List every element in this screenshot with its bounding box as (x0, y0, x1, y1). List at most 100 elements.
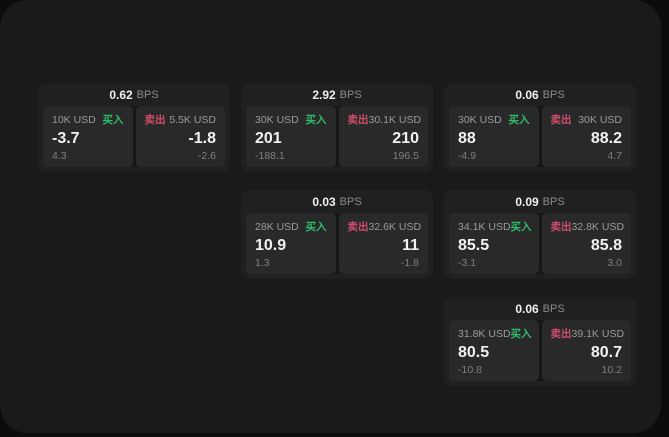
ask-size: 30K USD (578, 113, 622, 126)
ask-change: 10.2 (601, 364, 622, 376)
bid-price: 201 (255, 130, 282, 147)
spread-header: 2.92 BPS (241, 83, 433, 106)
ask-header: 卖出 30.1K USD (347, 112, 422, 127)
ask-change: -2.6 (197, 150, 216, 162)
ask-price: 80.7 (590, 344, 622, 361)
bid-panel[interactable]: 31.8K USD 买入 80.5 -10.8 (449, 320, 539, 381)
bps-unit-label: BPS (542, 196, 565, 208)
bid-change: -188.1 (255, 150, 285, 162)
bid-size: 31.8K USD (458, 327, 511, 340)
bps-unit-label: BPS (339, 196, 362, 208)
ask-panel[interactable]: 卖出 30K USD 88.2 4.7 (541, 106, 631, 167)
ask-panel[interactable]: 卖出 39.1K USD 80.7 10.2 (541, 320, 631, 381)
sell-button[interactable]: 卖出 (550, 114, 572, 126)
bps-unit-label: BPS (542, 303, 565, 315)
ask-header: 卖出 32.8K USD (550, 219, 625, 234)
bid-panel[interactable]: 30K USD 买入 88 -4.9 (449, 106, 539, 167)
bid-change: 4.3 (52, 150, 67, 162)
ask-price: 85.8 (590, 237, 622, 254)
ask-size: 32.6K USD (368, 220, 422, 233)
bid-header: 34.1K USD 买入 (458, 219, 532, 234)
quote-body: 31.8K USD 买入 80.5 -10.8 卖出 39.1K USD 80.… (449, 320, 631, 381)
quote-body: 34.1K USD 买入 85.5 -3.1 卖出 32.8K USD 85.8… (449, 213, 631, 274)
bid-change: -10.8 (458, 364, 482, 376)
quote-card: 0.06 BPS 30K USD 买入 88 -4.9 卖出 30K USD 8… (444, 83, 636, 172)
buy-button[interactable]: 买入 (102, 114, 124, 126)
quote-card: 0.06 BPS 31.8K USD 买入 80.5 -10.8 卖出 39.1… (444, 297, 636, 386)
quote-body: 30K USD 买入 88 -4.9 卖出 30K USD 88.2 4.7 (449, 106, 631, 167)
sell-button[interactable]: 卖出 (144, 114, 166, 126)
bid-panel[interactable]: 34.1K USD 买入 85.5 -3.1 (449, 213, 539, 274)
sell-button[interactable]: 卖出 (347, 114, 369, 126)
ask-header: 卖出 39.1K USD (550, 326, 625, 341)
bid-panel[interactable]: 28K USD 买入 10.9 1.3 (246, 213, 336, 274)
ask-size: 32.8K USD (571, 220, 625, 233)
bid-change: -3.1 (458, 257, 477, 269)
bid-header: 10K USD 买入 (52, 112, 124, 127)
bps-unit-label: BPS (542, 89, 565, 101)
ask-price: -1.8 (188, 130, 216, 147)
quote-card: 0.03 BPS 28K USD 买入 10.9 1.3 卖出 32.6K US… (241, 190, 433, 279)
ask-change: -1.8 (400, 257, 419, 269)
bid-price: 85.5 (458, 237, 490, 254)
ask-panel[interactable]: 卖出 30.1K USD 210 196.5 (338, 106, 428, 167)
ask-header: 卖出 32.6K USD (347, 219, 422, 234)
ask-panel[interactable]: 卖出 32.8K USD 85.8 3.0 (541, 213, 631, 274)
buy-button[interactable]: 买入 (305, 221, 327, 233)
spread-value: 0.09 (515, 195, 539, 209)
spread-value: 0.03 (312, 195, 336, 209)
quote-card: 0.09 BPS 34.1K USD 买入 85.5 -3.1 卖出 32.8K… (444, 190, 636, 279)
spread-value: 0.06 (515, 88, 539, 102)
bid-change: 1.3 (255, 257, 270, 269)
ask-price: 11 (402, 237, 419, 254)
sell-button[interactable]: 卖出 (550, 221, 572, 233)
buy-button[interactable]: 买入 (510, 221, 532, 233)
bid-panel[interactable]: 30K USD 买入 201 -188.1 (246, 106, 336, 167)
spread-header: 0.06 BPS (444, 83, 636, 106)
spread-header: 0.06 BPS (444, 297, 636, 320)
buy-button[interactable]: 买入 (510, 328, 532, 340)
buy-button[interactable]: 买入 (305, 114, 327, 126)
quote-body: 28K USD 买入 10.9 1.3 卖出 32.6K USD 11 -1.8 (246, 213, 428, 274)
ask-price: 88.2 (590, 130, 622, 147)
ask-size: 39.1K USD (571, 327, 625, 340)
ask-price: 210 (392, 130, 419, 147)
bid-header: 31.8K USD 买入 (458, 326, 532, 341)
quote-body: 10K USD 买入 -3.7 4.3 卖出 5.5K USD -1.8 -2.… (43, 106, 225, 167)
bid-price: 88 (458, 130, 476, 147)
bps-unit-label: BPS (136, 89, 159, 101)
ask-change: 4.7 (607, 150, 622, 162)
spread-value: 2.92 (312, 88, 336, 102)
bid-change: -4.9 (458, 150, 477, 162)
app-panel: 0.62 BPS 10K USD 买入 -3.7 4.3 卖出 5.5K USD… (0, 0, 661, 433)
ask-panel[interactable]: 卖出 32.6K USD 11 -1.8 (338, 213, 428, 274)
ask-header: 卖出 5.5K USD (145, 112, 217, 127)
quote-body: 30K USD 买入 201 -188.1 卖出 30.1K USD 210 1… (246, 106, 428, 167)
quote-card: 2.92 BPS 30K USD 买入 201 -188.1 卖出 30.1K … (241, 83, 433, 172)
bid-header: 28K USD 买入 (255, 219, 327, 234)
bid-panel[interactable]: 10K USD 买入 -3.7 4.3 (43, 106, 133, 167)
quote-card: 0.62 BPS 10K USD 买入 -3.7 4.3 卖出 5.5K USD… (38, 83, 230, 172)
bid-header: 30K USD 买入 (458, 112, 530, 127)
bid-price: -3.7 (52, 130, 80, 147)
bid-header: 30K USD 买入 (255, 112, 327, 127)
ask-change: 3.0 (607, 257, 622, 269)
ask-size: 30.1K USD (368, 113, 422, 126)
bid-size: 30K USD (255, 113, 299, 126)
bid-size: 30K USD (458, 113, 502, 126)
bid-size: 34.1K USD (458, 220, 511, 233)
bid-size: 28K USD (255, 220, 299, 233)
ask-panel[interactable]: 卖出 5.5K USD -1.8 -2.6 (135, 106, 225, 167)
sell-button[interactable]: 卖出 (550, 328, 572, 340)
ask-size: 5.5K USD (169, 113, 216, 126)
bid-price: 10.9 (255, 237, 287, 254)
spread-value: 0.06 (515, 302, 539, 316)
ask-change: 196.5 (392, 150, 419, 162)
sell-button[interactable]: 卖出 (347, 221, 369, 233)
buy-button[interactable]: 买入 (508, 114, 530, 126)
spread-header: 0.62 BPS (38, 83, 230, 106)
ask-header: 卖出 30K USD (551, 112, 623, 127)
bid-price: 80.5 (458, 344, 490, 361)
bid-size: 10K USD (52, 113, 96, 126)
bps-unit-label: BPS (339, 89, 362, 101)
